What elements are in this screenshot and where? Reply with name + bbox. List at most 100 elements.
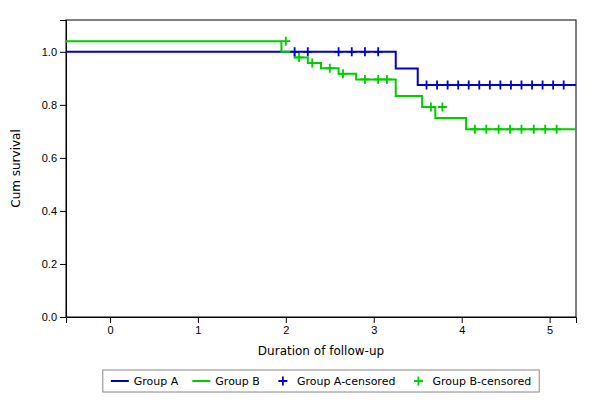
x-axis-tick: 1: [195, 317, 201, 336]
y-axis-tick: 0.4: [42, 205, 66, 217]
censor-mark: [303, 47, 312, 56]
y-axis-tick-mark: [60, 211, 66, 212]
censor-mark: [528, 80, 537, 89]
legend-label: Group A: [134, 375, 179, 388]
censor-mark: [334, 47, 343, 56]
survival-line: [66, 41, 576, 129]
censor-mark: [552, 125, 561, 134]
y-axis-tick: 0.0: [42, 311, 66, 323]
censor-mark: [426, 102, 435, 111]
x-axis-tick-label: 4: [459, 324, 465, 336]
censor-mark: [517, 125, 526, 134]
censor-mark: [559, 80, 568, 89]
y-axis: 0.0 0.2 0.4 0.6 0.8 1.0: [42, 21, 67, 324]
censor-mark: [433, 80, 442, 89]
y-axis-tick-mark: [60, 158, 66, 159]
legend-item: Group B: [192, 375, 260, 388]
censor-mark: [325, 64, 334, 73]
y-axis-title: Cum survival: [9, 129, 23, 208]
legend-item: Group B-censored: [414, 375, 531, 388]
x-axis: 0 1 2 3 4 5: [67, 317, 577, 336]
legend-item: Group A: [111, 375, 179, 388]
legend-label: Group B: [215, 375, 260, 388]
x-axis-tick-mark: [286, 317, 287, 323]
censor-mark: [308, 58, 317, 67]
censor-mark: [360, 47, 369, 56]
censor-mark: [494, 125, 503, 134]
x-axis-tick: 5: [547, 317, 553, 336]
censor-mark: [347, 47, 356, 56]
censor-mark: [506, 125, 515, 134]
x-axis-tick-label: 0: [107, 324, 113, 336]
legend-item: Group A-censored: [278, 375, 395, 388]
y-axis-tick: 0.8: [42, 99, 66, 111]
legend-label: Group A-censored: [297, 375, 396, 388]
legend-swatch: [278, 377, 287, 386]
censor-mark: [549, 80, 558, 89]
censor-mark: [295, 53, 304, 62]
censor-mark: [360, 75, 369, 84]
censor-mark: [290, 47, 299, 56]
y-axis-tick-mark: [60, 105, 66, 106]
x-axis-tick-mark: [110, 317, 111, 323]
plot-frame: [66, 20, 576, 317]
censor-mark: [517, 80, 526, 89]
legend-label: Group B-censored: [432, 375, 531, 388]
x-axis-tick: 2: [283, 317, 289, 336]
x-axis-tick-label: 3: [371, 324, 377, 336]
censor-marks: [290, 47, 568, 89]
x-axis-tick-mark: [550, 317, 551, 323]
censor-mark: [438, 102, 447, 111]
legend-swatch: [111, 380, 129, 382]
censor-mark: [506, 80, 515, 89]
plot-marks: [66, 37, 576, 134]
censor-mark: [422, 80, 431, 89]
y-axis-tick-mark: [60, 52, 66, 53]
x-axis-tick-mark: [198, 317, 199, 323]
y-axis-tick-mark: [60, 317, 66, 318]
censor-mark: [281, 37, 290, 46]
y-axis-tick-label: 0.0: [42, 311, 57, 323]
censor-mark: [338, 69, 347, 78]
x-axis-tick-label: 5: [547, 324, 553, 336]
x-axis-title: Duration of follow-up: [258, 344, 384, 358]
legend-swatch: [414, 377, 423, 386]
x-axis-tick-label: 2: [283, 324, 289, 336]
y-axis-tick-label: 0.2: [42, 258, 57, 270]
censor-mark: [482, 125, 491, 134]
y-axis-tick-label: 0.4: [42, 205, 57, 217]
y-axis-tick-label: 0.8: [42, 99, 57, 111]
censor-mark: [541, 125, 550, 134]
chart: 0 1 2 3 4 5 0.0 0.2 0.4 0.6 0.8 1.0 Duration of foll…: [0, 0, 600, 409]
legend: Group A Group B Group A-censored Group B-ce…: [103, 370, 539, 392]
x-axis-tick: 3: [371, 317, 377, 336]
censor-mark: [470, 125, 479, 134]
censor-mark: [464, 80, 473, 89]
x-axis-tick: 0: [107, 317, 113, 336]
censor-mark: [538, 80, 547, 89]
x-axis-tick-label: 1: [195, 324, 201, 336]
censor-mark: [382, 75, 391, 84]
censor-mark: [529, 125, 538, 134]
censor-mark: [443, 80, 452, 89]
y-axis-tick: 0.6: [42, 152, 66, 164]
censor-mark: [485, 80, 494, 89]
censor-marks: [281, 37, 561, 134]
legend-box: [103, 370, 539, 392]
x-axis-tick-mark: [374, 317, 375, 323]
y-axis-tick: 1.0: [42, 46, 66, 58]
censor-mark: [496, 80, 505, 89]
legend-swatch: [192, 380, 210, 382]
y-axis-tick-label: 0.6: [42, 152, 57, 164]
y-axis-tick: 0.2: [42, 258, 66, 270]
y-axis-line: [60, 21, 67, 318]
censor-mark: [454, 80, 463, 89]
x-axis-line: [67, 318, 577, 324]
censor-mark: [475, 80, 484, 89]
y-axis-tick-label: 1.0: [42, 46, 57, 58]
x-axis-tick: 4: [459, 317, 465, 336]
censor-mark: [374, 75, 383, 84]
x-axis-tick-mark: [462, 317, 463, 323]
y-axis-tick-mark: [60, 264, 66, 265]
censor-mark: [374, 47, 383, 56]
